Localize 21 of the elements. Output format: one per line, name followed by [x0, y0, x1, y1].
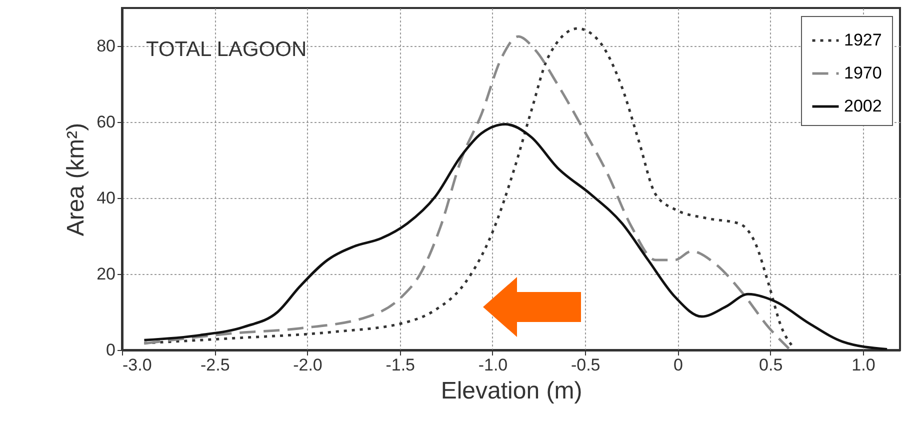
x-tick-label: 0	[673, 356, 683, 374]
x-tick-label: -1.5	[386, 356, 416, 374]
y-axis-title: Area (km²)	[62, 122, 90, 236]
x-tick-label: -3.0	[122, 356, 152, 374]
y-tick-label: 0	[106, 340, 116, 360]
x-tick-label: -0.5	[570, 356, 600, 374]
legend-label: 1927	[844, 30, 882, 50]
y-tick-label: 40	[96, 188, 116, 208]
legend-label: 1970	[844, 64, 882, 82]
x-tick-label: -1.0	[478, 356, 508, 374]
x-tick-label: -2.0	[293, 356, 322, 374]
legend-label: 2002	[844, 96, 882, 116]
y-tick-label: 20	[96, 264, 116, 284]
y-tick-label: 80	[96, 36, 116, 56]
x-tick-label: -2.5	[200, 356, 230, 374]
y-tick-label: 60	[96, 112, 116, 132]
x-tick-label: 1.0	[852, 356, 876, 374]
annotation: TOTAL LAGOON	[146, 38, 307, 61]
x-tick-label: 0.5	[759, 356, 783, 374]
x-axis-title: Elevation (m)	[440, 378, 582, 404]
line-series	[142, 123, 888, 350]
